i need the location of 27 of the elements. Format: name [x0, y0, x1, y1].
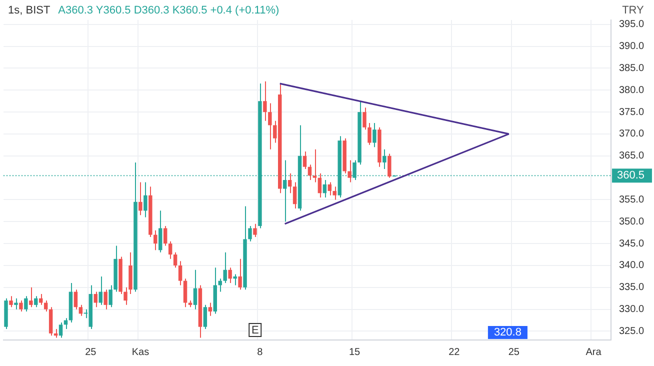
x-tick-label: 25 — [85, 346, 97, 358]
y-tick-label: 365.0 — [618, 150, 644, 162]
y-tick-label: 370.0 — [618, 128, 644, 140]
annotation: E — [251, 324, 259, 337]
y-tick-label: 375.0 — [618, 106, 644, 118]
y-tick-label: 380.0 — [618, 84, 644, 96]
y-tick-label: 355.0 — [618, 194, 644, 206]
chart-title: 1s, BIST — [8, 4, 50, 17]
x-tick-label: 8 — [257, 346, 264, 358]
x-tick-label: 25 — [508, 346, 520, 358]
y-tick-label: 325.0 — [618, 326, 644, 337]
y-axis-title: TRY — [622, 4, 645, 17]
y-tick-label: 385.0 — [618, 62, 644, 74]
x-tick-label: Ara — [586, 346, 602, 358]
annotation: 320.8 — [494, 326, 522, 339]
x-tick-label: 15 — [348, 346, 361, 358]
x-tick-label: Kas — [132, 346, 150, 358]
y-tick-label: 345.0 — [618, 238, 644, 250]
y-tick-label: 350.0 — [618, 216, 644, 228]
y-tick-label: 330.0 — [618, 304, 644, 316]
y-tick-label: 335.0 — [618, 282, 644, 294]
chart-subtitle: A360.3 Y360.5 D360.3 K360.5 +0.4 (+0.11%) — [58, 4, 280, 17]
y-tick-label: 395.0 — [618, 19, 644, 30]
y-tick-label: 340.0 — [618, 260, 644, 272]
y-tick-label: 390.0 — [618, 41, 644, 52]
x-tick-label: 22 — [448, 346, 460, 358]
ref-line-label: 360.5 — [616, 170, 645, 182]
